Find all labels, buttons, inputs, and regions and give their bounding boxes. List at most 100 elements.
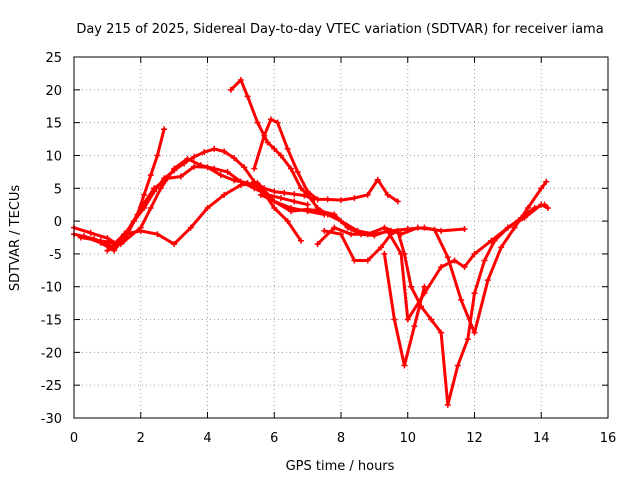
data-point-marker [197, 162, 204, 169]
data-point-marker [77, 234, 84, 241]
data-point-marker [404, 316, 411, 323]
x-tick-label: 8 [337, 431, 345, 446]
data-point-marker [394, 227, 401, 234]
data-point-marker [464, 336, 471, 343]
series-line-track-7 [252, 117, 400, 203]
series-line-track-1 [72, 127, 166, 246]
data-point-marker [331, 211, 338, 218]
x-tick-label: 6 [270, 431, 278, 446]
data-point-marker [147, 204, 154, 211]
data-point-marker [481, 257, 488, 264]
data-point-marker [314, 241, 321, 248]
data-point-marker [191, 163, 198, 170]
data-point-marker [454, 362, 461, 369]
data-point-marker [287, 208, 294, 215]
data-point-marker [154, 152, 161, 159]
x-tick-label: 16 [600, 431, 617, 446]
data-point-marker [251, 185, 258, 192]
data-point-marker [221, 148, 228, 155]
data-point-marker [284, 218, 291, 225]
y-tick-label: -10 [41, 281, 62, 296]
data-point-marker [411, 323, 418, 330]
data-point-marker [104, 235, 111, 242]
data-point-marker [177, 173, 184, 180]
data-point-marker [291, 191, 298, 198]
data-point-marker [231, 155, 238, 162]
data-point-marker [261, 132, 268, 139]
data-point-marker [204, 204, 211, 211]
series-layer [71, 76, 551, 408]
axis-ticks [73, 56, 609, 419]
data-point-marker [217, 172, 224, 179]
data-point-marker [137, 204, 144, 211]
data-point-marker [184, 155, 191, 162]
data-point-marker [384, 191, 391, 198]
data-point-marker [344, 224, 351, 231]
data-point-marker [324, 196, 331, 203]
data-point-marker [304, 206, 311, 213]
data-point-marker [284, 145, 291, 152]
data-point-marker [364, 257, 371, 264]
data-point-marker [458, 296, 465, 303]
data-point-marker [227, 86, 234, 93]
data-point-marker [381, 224, 388, 231]
data-point-marker [348, 231, 355, 238]
data-point-marker [431, 226, 438, 233]
data-point-marker [244, 93, 251, 100]
data-point-marker [471, 329, 478, 336]
x-tick-label: 0 [70, 431, 78, 446]
data-point-marker [541, 201, 548, 208]
data-point-marker [338, 231, 344, 238]
data-point-marker [471, 290, 478, 297]
data-point-marker [224, 168, 231, 175]
data-point-marker [297, 185, 304, 192]
data-point-marker [267, 116, 274, 123]
data-point-marker [287, 165, 294, 172]
data-point-marker [117, 241, 124, 248]
y-tick-label: 5 [54, 182, 62, 197]
data-point-marker [351, 195, 358, 202]
data-point-marker [374, 176, 381, 183]
data-point-marker [364, 231, 371, 238]
data-point-marker [294, 168, 301, 175]
series-line-track-3 [82, 165, 303, 253]
data-point-marker [157, 185, 164, 192]
data-point-marker [401, 250, 408, 257]
data-point-marker [281, 189, 288, 196]
data-point-marker [444, 401, 451, 408]
data-point-marker [484, 277, 491, 284]
data-point-marker [388, 231, 395, 238]
data-point-marker [394, 198, 401, 205]
data-point-marker [104, 247, 111, 254]
data-point-marker [351, 257, 358, 264]
data-point-marker [538, 185, 545, 192]
data-point-marker [331, 224, 338, 231]
data-point-marker [151, 185, 158, 192]
data-point-marker [257, 191, 264, 198]
y-tick-label: -15 [41, 314, 62, 329]
data-point-marker [274, 119, 281, 126]
data-point-marker [277, 152, 284, 159]
tick-labels: 0 2 4 6 8 10 12 14 16 -30 -25 -20 -15 -10 -5 0 5 10 15 20 25 [41, 51, 617, 446]
data-point-marker [438, 329, 445, 336]
x-tick-label: 12 [466, 431, 483, 446]
data-point-marker [544, 204, 551, 211]
data-point-marker [147, 172, 154, 179]
data-point-marker [371, 232, 378, 239]
y-tick-label: 15 [45, 117, 62, 132]
series-line-track-11 [382, 252, 426, 367]
data-point-marker [451, 257, 458, 264]
data-point-marker [277, 195, 284, 202]
data-point-marker [471, 250, 478, 257]
data-point-marker [498, 244, 505, 251]
y-tick-label: 25 [45, 51, 62, 66]
data-point-marker [121, 231, 128, 238]
data-point-marker [201, 149, 208, 156]
data-point-marker [187, 224, 194, 231]
data-point-marker [264, 139, 271, 146]
data-point-marker [338, 197, 344, 204]
x-tick-label: 10 [399, 431, 416, 446]
data-point-marker [304, 188, 311, 195]
data-point-marker [271, 198, 278, 205]
data-point-marker [378, 244, 385, 251]
